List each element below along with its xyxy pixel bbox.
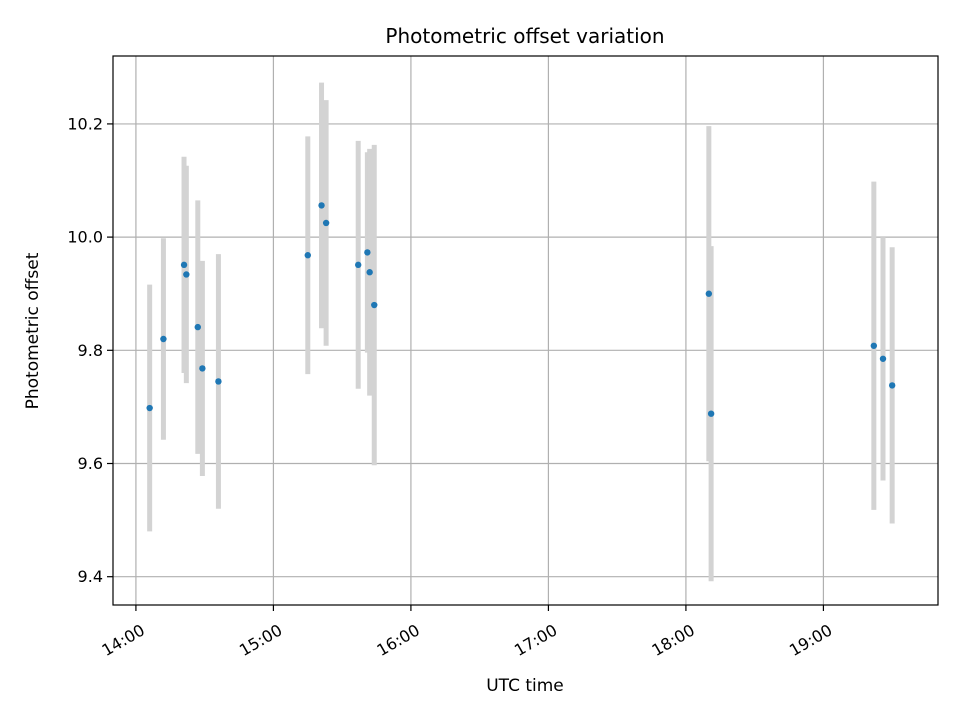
data-point (355, 261, 362, 269)
grid-lines (113, 56, 938, 605)
data-point (366, 269, 373, 276)
data-point (322, 219, 330, 227)
y-tick-label: 9.4 (78, 567, 103, 586)
y-tick-label: 9.6 (78, 454, 103, 473)
chart-title: Photometric offset variation (385, 24, 664, 48)
y-tick-label: 10.0 (67, 228, 103, 247)
data-point (371, 301, 378, 309)
data-points (146, 202, 896, 417)
data-point (318, 202, 325, 209)
data-point (146, 404, 153, 412)
y-axis-label: Photometric offset (23, 252, 43, 409)
data-point (183, 271, 190, 278)
data-point (870, 342, 878, 349)
data-point (160, 335, 167, 343)
data-point (888, 382, 896, 389)
data-point (364, 249, 371, 256)
data-point (304, 252, 311, 259)
y-tick-label: 9.8 (78, 341, 103, 360)
data-point (199, 365, 206, 372)
data-point (707, 410, 715, 417)
data-point (879, 355, 887, 362)
plot-frame (112, 55, 939, 606)
data-point (194, 323, 201, 331)
data-point (180, 261, 188, 269)
data-point (215, 378, 222, 385)
y-axis-ticks: 9.4 9.6 9.8 10.0 10.2 (67, 114, 113, 586)
y-tick-label: 10.2 (67, 114, 103, 133)
x-axis-label: UTC time (486, 676, 564, 696)
data-point (705, 290, 713, 297)
